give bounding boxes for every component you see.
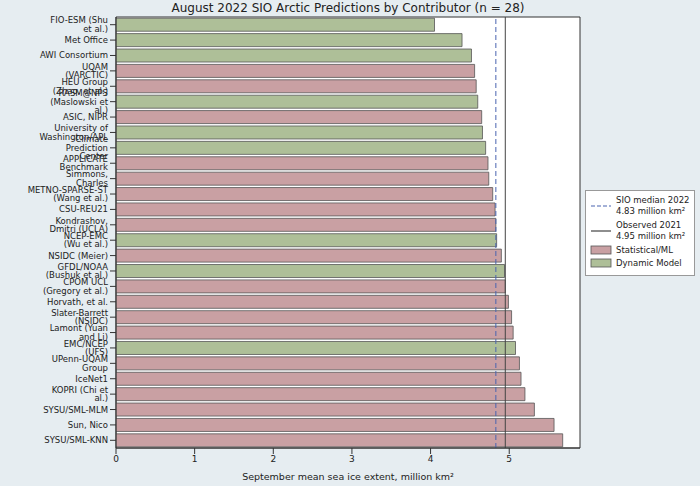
svg-text:Sun, Nico: Sun, Nico [68,420,108,430]
svg-text:CSU-REU21: CSU-REU21 [59,204,108,214]
svg-text:IceNet1: IceNet1 [75,374,108,384]
svg-text:AWI Consortium: AWI Consortium [40,50,108,60]
svg-text:FIO-ESM (Shuet al.): FIO-ESM (Shuet al.) [50,15,108,34]
svg-text:SYSU/SML-MLM: SYSU/SML-MLM [43,405,108,415]
svg-text:1: 1 [192,454,198,464]
svg-text:ASIC, NIPR: ASIC, NIPR [63,112,108,122]
svg-text:NSIDC (Meier): NSIDC (Meier) [48,251,108,261]
svg-text:UPenn-UQAMGroup: UPenn-UQAMGroup [52,354,108,373]
svg-text:September mean sea ice extent,: September mean sea ice extent, million k… [242,471,454,482]
svg-text:0: 0 [113,454,119,464]
svg-text:3: 3 [349,454,355,464]
svg-text:CPOM UCL(Gregory et al.): CPOM UCL(Gregory et al.) [43,277,108,296]
svg-text:5: 5 [506,454,512,464]
svg-text:METNO-SPARSE-ST(Wang et al.): METNO-SPARSE-ST(Wang et al.) [28,185,109,204]
svg-text:KOPRI (Chi etal.): KOPRI (Chi etal.) [52,385,109,404]
svg-text:NCEP-EMC(Wu et al.): NCEP-EMC(Wu et al.) [64,231,108,250]
svg-text:Met Office: Met Office [65,35,108,45]
svg-text:4: 4 [428,454,434,464]
svg-text:SYSU/SML-KNN: SYSU/SML-KNN [44,435,108,445]
svg-text:2: 2 [270,454,276,464]
svg-text:Horvath, et al.: Horvath, et al. [47,297,108,307]
